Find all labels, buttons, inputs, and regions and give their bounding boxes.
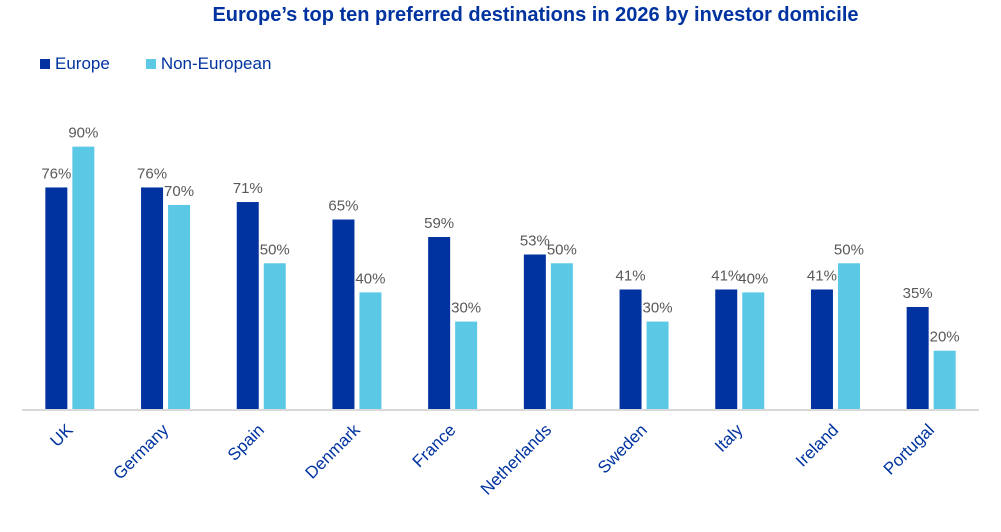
bar-europe-germany <box>141 187 164 409</box>
category-label-italy: Italy <box>711 420 747 456</box>
bar-europe-denmark <box>332 219 355 409</box>
legend-label-non-european: Non-European <box>160 54 272 73</box>
category-label-netherlands: Netherlands <box>477 420 555 498</box>
value-label-europe-ireland: 41% <box>807 267 837 284</box>
legend-swatch-non-european <box>145 59 156 69</box>
category-labels-group: UK Germany Spain Denmark France Netherlands Sw… <box>47 420 938 499</box>
bar-non-european-germany <box>168 204 191 409</box>
bar-non-european-sweden <box>646 321 669 409</box>
legend: Europe Non-European <box>40 54 271 74</box>
value-label-non-european-germany: 70% <box>164 183 194 200</box>
value-label-non-european-sweden: 30% <box>643 300 673 317</box>
value-label-europe-sweden: 41% <box>616 267 646 284</box>
value-label-europe-portugal: 35% <box>903 285 933 302</box>
category-label-sweden: Sweden <box>594 420 651 477</box>
bar-europe-italy <box>715 289 738 409</box>
value-label-non-european-france: 30% <box>451 300 481 317</box>
bars-group <box>45 146 956 409</box>
value-label-non-european-ireland: 50% <box>834 241 864 258</box>
value-label-non-european-netherlands: 50% <box>547 241 577 258</box>
bar-europe-portugal <box>906 306 929 409</box>
bar-europe-spain <box>236 202 259 409</box>
value-label-europe-france: 59% <box>424 215 454 232</box>
value-label-europe-uk: 76% <box>41 165 71 182</box>
bar-non-european-denmark <box>359 292 382 409</box>
value-label-europe-germany: 76% <box>137 165 167 182</box>
value-label-non-european-spain: 50% <box>260 241 290 258</box>
category-label-uk: UK <box>47 420 78 451</box>
category-label-portugal: Portugal <box>880 420 938 478</box>
bar-non-european-italy <box>742 292 765 409</box>
value-label-europe-denmark: 65% <box>328 198 358 215</box>
legend-item-europe: Europe <box>40 54 110 74</box>
bar-europe-france <box>428 237 451 409</box>
value-label-non-european-uk: 90% <box>68 125 98 142</box>
value-label-europe-netherlands: 53% <box>520 233 550 250</box>
bar-europe-netherlands <box>523 254 546 409</box>
chart-title: Europe’s top ten preferred destinations … <box>212 4 859 26</box>
legend-item-non-european: Non-European <box>145 54 272 74</box>
value-label-non-european-italy: 40% <box>738 270 768 287</box>
value-labels-group: 76%90%76%70% 71%50%65%40%59%30%53%50%41%3… <box>41 125 959 346</box>
category-label-france: France <box>409 420 460 471</box>
bar-europe-sweden <box>619 289 642 409</box>
bar-non-european-spain <box>263 263 286 409</box>
legend-swatch-europe <box>40 59 50 69</box>
bar-europe-uk <box>45 187 68 409</box>
value-label-non-european-denmark: 40% <box>355 270 385 287</box>
category-label-denmark: Denmark <box>302 420 365 483</box>
bar-non-european-ireland <box>837 263 860 409</box>
category-label-germany: Germany <box>110 420 173 483</box>
bar-non-european-france <box>455 321 478 409</box>
legend-label-europe: Europe <box>55 54 110 73</box>
value-label-europe-spain: 71% <box>233 180 263 197</box>
bar-europe-ireland <box>810 289 833 409</box>
value-label-non-european-portugal: 20% <box>930 329 960 346</box>
value-label-europe-italy: 41% <box>711 267 741 284</box>
bar-non-european-netherlands <box>550 263 573 409</box>
category-label-spain: Spain <box>224 420 268 464</box>
bar-non-european-portugal <box>933 350 956 409</box>
bar-non-european-uk <box>72 146 95 409</box>
category-label-ireland: Ireland <box>792 420 842 470</box>
